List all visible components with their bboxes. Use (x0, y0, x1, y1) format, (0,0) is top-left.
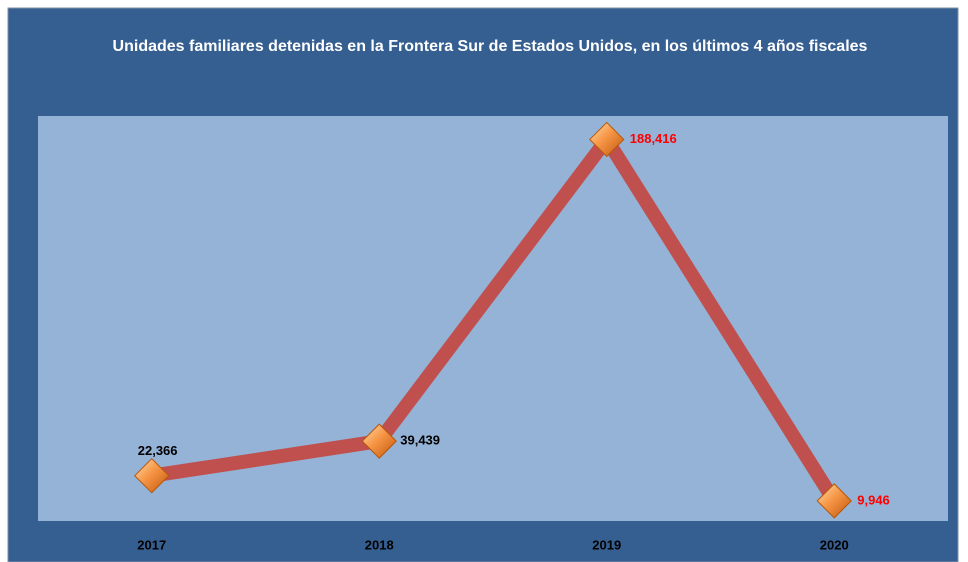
data-label: 39,439 (400, 433, 440, 448)
marker (134, 458, 170, 494)
marker (816, 483, 852, 519)
x-tick-label: 2019 (592, 537, 621, 552)
x-tick-label: 2017 (137, 537, 166, 552)
marker (361, 423, 397, 459)
data-label: 22,366 (138, 443, 178, 458)
x-tick-label: 2020 (820, 537, 849, 552)
data-label: 188,416 (630, 131, 677, 146)
data-line (150, 132, 841, 505)
data-label: 9,946 (857, 492, 890, 507)
marker (589, 121, 625, 158)
chart-title: Unidades familiares detenidas en la Fron… (112, 38, 868, 55)
x-tick-label: 2018 (365, 537, 394, 552)
